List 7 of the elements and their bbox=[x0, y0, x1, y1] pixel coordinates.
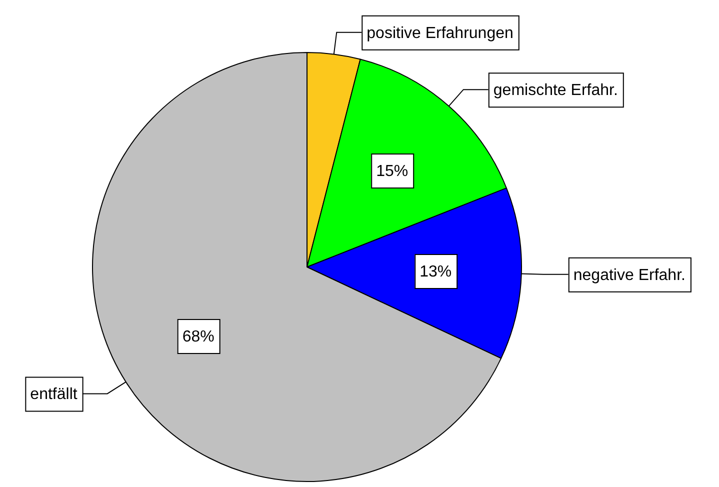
data-label: 15% bbox=[376, 162, 408, 180]
slice-label: positive Erfahrungen bbox=[366, 24, 514, 42]
slice-label: gemischte Erfahr. bbox=[493, 82, 618, 100]
data-label: 68% bbox=[182, 328, 214, 346]
slice-label: negative Erfahr. bbox=[573, 266, 686, 284]
slice-label: entfällt bbox=[30, 386, 78, 404]
data-label: 13% bbox=[420, 263, 452, 280]
